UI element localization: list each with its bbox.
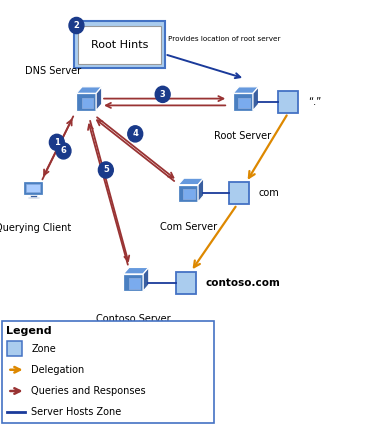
Text: DNS Server: DNS Server [25, 65, 81, 76]
Text: contoso.com: contoso.com [206, 278, 281, 288]
Text: 2: 2 [74, 21, 79, 30]
Polygon shape [198, 178, 204, 202]
Text: Root Hints: Root Hints [91, 40, 148, 50]
Polygon shape [123, 274, 143, 291]
Text: Queries and Responses: Queries and Responses [31, 386, 146, 396]
Text: Provides location of root server: Provides location of root server [168, 36, 280, 42]
FancyBboxPatch shape [82, 98, 93, 108]
Text: com: com [259, 188, 279, 198]
Text: 1: 1 [54, 138, 60, 147]
Text: 5: 5 [103, 165, 109, 175]
Polygon shape [123, 267, 149, 274]
Polygon shape [76, 94, 96, 110]
Polygon shape [24, 181, 43, 196]
Circle shape [69, 17, 84, 34]
Text: Querying Client: Querying Client [0, 223, 71, 233]
Circle shape [98, 162, 113, 178]
Bar [7, 341, 22, 356]
Bar [2, 321, 214, 423]
Text: Contoso Server: Contoso Server [96, 314, 171, 325]
Circle shape [128, 126, 143, 142]
Bar [229, 182, 249, 204]
FancyBboxPatch shape [238, 98, 250, 108]
Polygon shape [178, 178, 204, 185]
Text: “.”: “.” [308, 97, 321, 107]
Polygon shape [253, 87, 259, 110]
Text: Com Server: Com Server [160, 222, 217, 232]
Text: 6: 6 [61, 146, 66, 156]
FancyBboxPatch shape [129, 278, 140, 289]
Polygon shape [96, 87, 102, 110]
Text: Legend: Legend [6, 326, 51, 336]
Bar [28, 197, 39, 198]
Bar [26, 184, 40, 193]
Text: 4: 4 [132, 129, 138, 139]
FancyBboxPatch shape [183, 189, 195, 199]
Text: Zone: Zone [31, 343, 56, 354]
Polygon shape [178, 185, 198, 202]
Circle shape [56, 143, 71, 159]
Text: Server Hosts Zone: Server Hosts Zone [31, 407, 122, 417]
Bar [30, 195, 37, 198]
Text: Root Server: Root Server [214, 131, 272, 141]
Polygon shape [143, 267, 149, 291]
Bar [278, 91, 298, 113]
Polygon shape [233, 87, 259, 94]
Polygon shape [233, 94, 253, 110]
Circle shape [49, 134, 64, 150]
Text: 3: 3 [160, 90, 165, 99]
Polygon shape [76, 87, 102, 94]
Bar [176, 272, 196, 294]
Bar [74, 21, 165, 68]
Circle shape [155, 86, 170, 102]
Text: Delegation: Delegation [31, 365, 85, 375]
Bar [78, 26, 161, 64]
